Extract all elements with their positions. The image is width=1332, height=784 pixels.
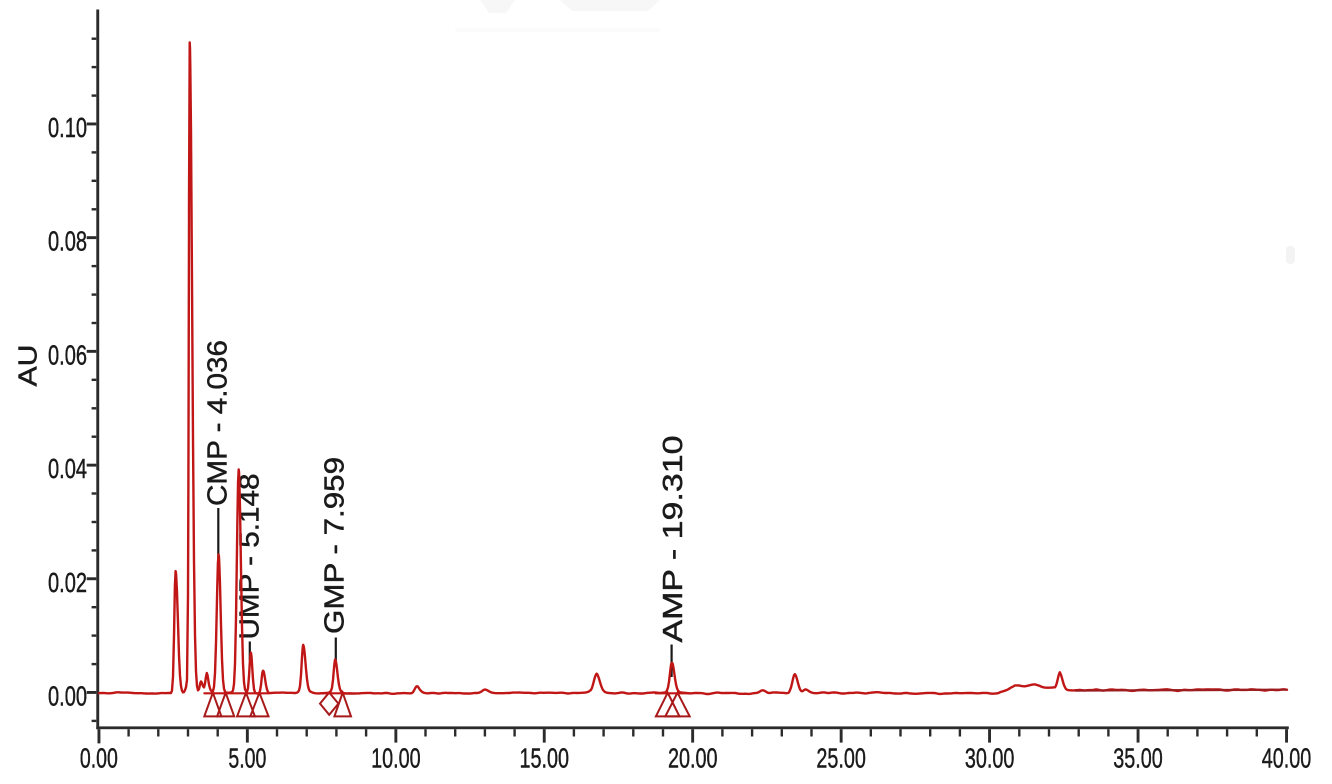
svg-text:0.00: 0.00 [80,743,118,774]
svg-text:0.06: 0.06 [48,339,87,370]
svg-text:GMP - 7.959: GMP - 7.959 [319,457,350,634]
svg-text:15.00: 15.00 [520,743,570,774]
svg-text:0.02: 0.02 [48,567,87,598]
svg-text:CMP - 4.036: CMP - 4.036 [202,340,233,506]
svg-text:0.04: 0.04 [48,453,87,484]
svg-text:0.08: 0.08 [48,226,87,257]
svg-text:AU: AU [13,345,43,387]
svg-text:0.10: 0.10 [48,112,87,143]
svg-text:30.00: 30.00 [965,743,1015,774]
svg-text:0.00: 0.00 [48,681,87,712]
svg-text:5.00: 5.00 [228,743,266,774]
svg-text:35.00: 35.00 [1113,743,1163,774]
svg-text:20.00: 20.00 [668,743,718,774]
svg-text:25.00: 25.00 [816,743,866,774]
svg-text:40.00: 40.00 [1262,743,1312,774]
svg-text:AMP - 19.310: AMP - 19.310 [657,436,688,643]
svg-text:10.00: 10.00 [371,743,421,774]
